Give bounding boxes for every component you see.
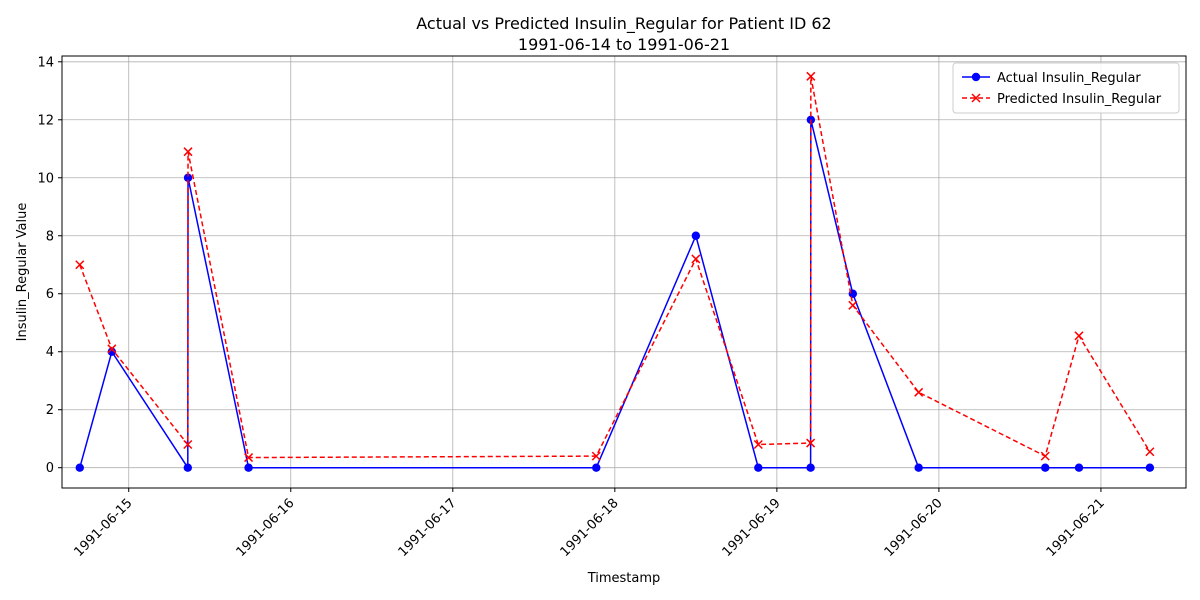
y-tick-label: 8 bbox=[46, 229, 54, 244]
actual-data-point bbox=[183, 173, 193, 182]
predicted-data-point bbox=[691, 254, 701, 264]
y-tick-label: 2 bbox=[46, 403, 54, 418]
plot-series bbox=[75, 71, 1155, 472]
predicted-data-point bbox=[107, 344, 117, 354]
actual-data-point bbox=[244, 463, 253, 472]
predicted-data-point bbox=[914, 387, 924, 397]
y-tick-label: 12 bbox=[37, 113, 54, 128]
y-tick-label: 6 bbox=[46, 287, 54, 302]
predicted-data-point bbox=[848, 300, 858, 310]
legend: Actual Insulin_Regular Predicted Insulin… bbox=[952, 62, 1180, 114]
y-axis-label: Insulin_Regular Value bbox=[15, 203, 30, 342]
y-tick-label: 0 bbox=[46, 461, 54, 476]
legend-predicted-marker bbox=[971, 93, 981, 103]
predicted-data-point bbox=[183, 147, 193, 157]
plot-area-frame bbox=[61, 55, 1187, 489]
actual-data-point bbox=[691, 231, 701, 240]
x-axis-label: Timestamp bbox=[587, 571, 661, 586]
predicted-data-point bbox=[75, 260, 85, 270]
predicted-data-point bbox=[1040, 451, 1050, 461]
actual-data-point bbox=[75, 463, 84, 472]
actual-data-point bbox=[1145, 463, 1155, 472]
predicted-data-point bbox=[1145, 447, 1155, 457]
grid bbox=[62, 56, 1186, 488]
chart-title: Actual vs Predicted Insulin_Regular for … bbox=[416, 14, 831, 34]
actual-data-point bbox=[806, 463, 815, 472]
actual-data-point bbox=[592, 463, 601, 472]
actual-data-point bbox=[183, 463, 193, 472]
predicted-series-line bbox=[79, 75, 1151, 459]
chart-subtitle: 1991-06-14 to 1991-06-21 bbox=[518, 35, 730, 54]
actual-data-point bbox=[1041, 463, 1050, 472]
y-tick-label: 4 bbox=[46, 345, 54, 360]
predicted-data-point bbox=[806, 438, 816, 448]
actual-data-point bbox=[1074, 463, 1084, 472]
actual-data-point bbox=[754, 463, 763, 472]
y-tick-label: 14 bbox=[37, 55, 54, 70]
y-tick-label: 10 bbox=[37, 171, 54, 186]
predicted-data-point bbox=[1074, 331, 1084, 341]
legend-frame bbox=[952, 62, 1180, 114]
legend-predicted-label: Predicted Insulin_Regular bbox=[997, 92, 1162, 107]
predicted-data-point bbox=[183, 439, 193, 450]
predicted-data-point bbox=[244, 453, 254, 463]
predicted-data-point bbox=[806, 71, 816, 81]
actual-data-point bbox=[107, 347, 117, 356]
predicted-data-point bbox=[753, 439, 763, 450]
legend-actual-label: Actual Insulin_Regular bbox=[997, 71, 1141, 86]
legend-actual-marker bbox=[971, 72, 981, 82]
actual-data-point bbox=[914, 463, 923, 472]
predicted-data-point bbox=[591, 451, 601, 461]
y-axis-ticks: 0 2 4 6 8 10 12 14 bbox=[37, 55, 62, 476]
